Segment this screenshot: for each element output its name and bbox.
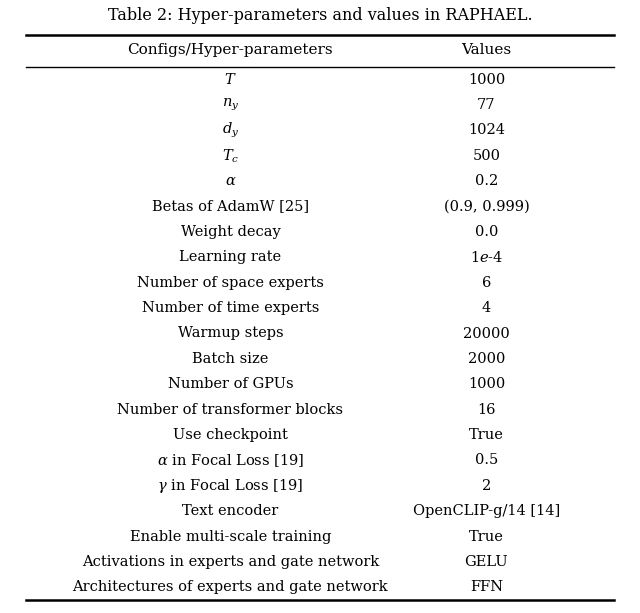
- Text: GELU: GELU: [465, 555, 508, 569]
- Text: $\gamma$ in Focal Loss [19]: $\gamma$ in Focal Loss [19]: [157, 477, 303, 495]
- Text: 1$e$-4: 1$e$-4: [470, 250, 503, 265]
- Text: Weight decay: Weight decay: [180, 225, 280, 239]
- Text: $\alpha$ in Focal Loss [19]: $\alpha$ in Focal Loss [19]: [157, 452, 304, 469]
- Text: 77: 77: [477, 98, 495, 112]
- Text: Number of transformer blocks: Number of transformer blocks: [117, 403, 344, 417]
- Text: FFN: FFN: [470, 581, 503, 595]
- Text: Betas of AdamW [25]: Betas of AdamW [25]: [152, 200, 309, 213]
- Text: True: True: [469, 530, 504, 544]
- Text: Configs/Hyper-parameters: Configs/Hyper-parameters: [127, 43, 333, 57]
- Text: $d_y$: $d_y$: [222, 121, 239, 140]
- Text: 6: 6: [482, 276, 491, 290]
- Text: Batch size: Batch size: [192, 352, 269, 366]
- Text: 0.2: 0.2: [475, 174, 498, 188]
- Text: $T_c$: $T_c$: [221, 147, 239, 164]
- Text: Activations in experts and gate network: Activations in experts and gate network: [82, 555, 379, 569]
- Text: Number of space experts: Number of space experts: [137, 276, 324, 290]
- Text: Table 2: Hyper-parameters and values in RAPHAEL.: Table 2: Hyper-parameters and values in …: [108, 7, 532, 23]
- Text: 1024: 1024: [468, 123, 505, 137]
- Text: Warmup steps: Warmup steps: [177, 327, 284, 340]
- Text: OpenCLIP-g/14 [14]: OpenCLIP-g/14 [14]: [413, 504, 560, 518]
- Text: $\alpha$: $\alpha$: [225, 174, 236, 188]
- Text: Values: Values: [461, 43, 511, 57]
- Text: 2: 2: [482, 479, 491, 493]
- Text: 1000: 1000: [468, 73, 505, 86]
- Text: 1000: 1000: [468, 377, 505, 391]
- Text: 500: 500: [472, 149, 500, 163]
- Text: 0.5: 0.5: [475, 454, 498, 467]
- Text: 4: 4: [482, 301, 491, 315]
- Text: Learning rate: Learning rate: [179, 250, 282, 264]
- Text: True: True: [469, 428, 504, 442]
- Text: Use checkpoint: Use checkpoint: [173, 428, 288, 442]
- Text: $n_y$: $n_y$: [221, 97, 239, 113]
- Text: 2000: 2000: [468, 352, 505, 366]
- Text: $T$: $T$: [224, 72, 237, 87]
- Text: Number of GPUs: Number of GPUs: [168, 377, 293, 391]
- Text: 16: 16: [477, 403, 495, 417]
- Text: Text encoder: Text encoder: [182, 504, 278, 518]
- Text: Enable multi-scale training: Enable multi-scale training: [130, 530, 331, 544]
- Text: Architectures of experts and gate network: Architectures of experts and gate networ…: [72, 581, 388, 595]
- Text: Number of time experts: Number of time experts: [141, 301, 319, 315]
- Text: (0.9, 0.999): (0.9, 0.999): [444, 200, 529, 213]
- Text: 20000: 20000: [463, 327, 510, 340]
- Text: 0.0: 0.0: [475, 225, 498, 239]
